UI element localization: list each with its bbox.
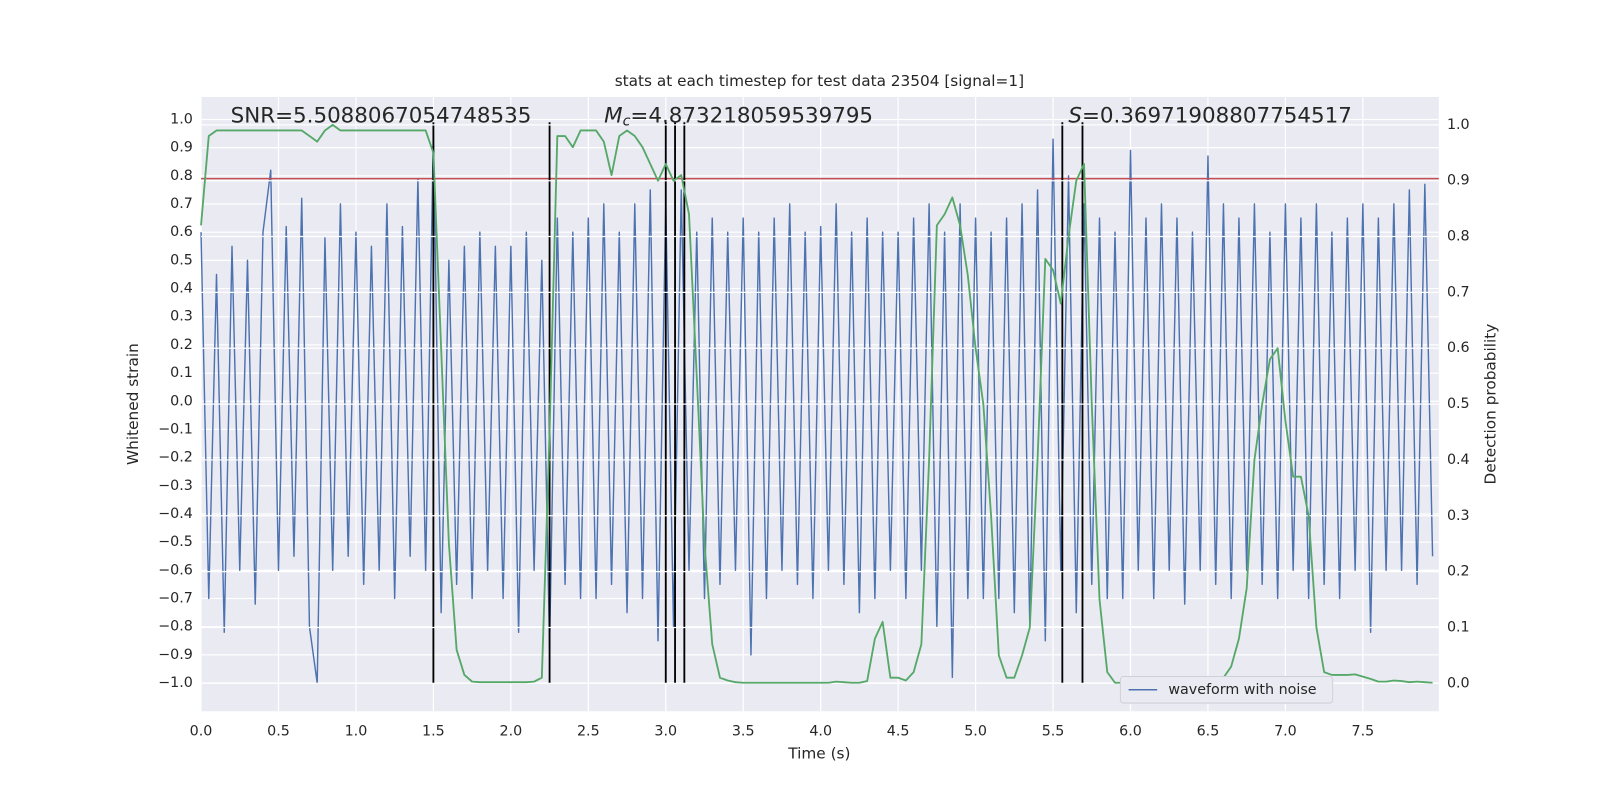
- y-tick-label: −0.2: [158, 450, 193, 466]
- x-tick-label: 2.5: [577, 724, 600, 740]
- y-tick-label: 0.3: [170, 309, 193, 325]
- y2-tick-label: 1.0: [1447, 117, 1470, 133]
- annotation-text: =4.873218059539795: [630, 103, 873, 128]
- x-tick-label: 3.5: [732, 724, 755, 740]
- annotation-text: SNR=5.5088067054748535: [231, 103, 532, 128]
- legend-box: [1119, 676, 1334, 704]
- legend-label: waveform with noise: [1168, 682, 1316, 698]
- y-tick-label: 0.8: [170, 168, 193, 184]
- y-tick-label: −0.6: [158, 562, 193, 578]
- y-tick-label: 0.2: [170, 337, 193, 353]
- y-tick-label: −1.0: [158, 675, 193, 691]
- x-tick-label: 0.5: [267, 724, 290, 740]
- y2-tick-label: 0.6: [1447, 340, 1470, 356]
- y2-tick-label: 0.0: [1447, 675, 1470, 691]
- annotation: Mc=4.873218059539795: [604, 103, 873, 129]
- y-tick-label: 0.1: [170, 365, 193, 381]
- y-tick-label: −0.9: [158, 647, 193, 663]
- chart-title: stats at each timestep for test data 235…: [615, 72, 1024, 90]
- x-tick-label: 1.0: [345, 724, 368, 740]
- y2-tick-label: 0.3: [1447, 508, 1470, 524]
- y2-tick-label: 0.7: [1447, 284, 1470, 300]
- annotation: S=0.36971908807754517: [1068, 103, 1351, 128]
- x-tick-label: 0.0: [190, 724, 213, 740]
- y-tick-label: −0.4: [158, 506, 193, 522]
- data-line: [200, 132, 1434, 684]
- y2-tick-label: 0.2: [1447, 564, 1470, 580]
- y2-tick-label: 0.5: [1447, 396, 1470, 412]
- annotation-symbol: S: [1068, 103, 1082, 128]
- annotation-subscript: c: [623, 113, 631, 129]
- x-tick-label: 3.0: [654, 724, 677, 740]
- y-tick-label: 0.4: [170, 281, 193, 297]
- y-axis-label: Whitened strain: [124, 343, 142, 465]
- y-tick-label: 0.0: [170, 393, 193, 409]
- x-tick-label: 4.5: [887, 724, 910, 740]
- y-tick-label: 0.5: [170, 252, 193, 268]
- annotation-text: =0.36971908807754517: [1082, 103, 1352, 128]
- x-tick-label: 6.5: [1197, 724, 1220, 740]
- y-tick-label: −0.3: [158, 478, 193, 494]
- x-tick-label: 5.5: [1042, 724, 1065, 740]
- x-axis-label: Time (s): [787, 745, 850, 763]
- y-tick-label: −0.5: [158, 534, 193, 550]
- x-tick-label: 7.5: [1352, 724, 1375, 740]
- x-tick-label: 6.0: [1119, 724, 1142, 740]
- x-tick-label: 4.0: [809, 724, 832, 740]
- data-line: [200, 123, 1433, 684]
- y-tick-label: 0.6: [170, 224, 193, 240]
- y-tick-label: −0.7: [158, 591, 193, 607]
- y2-tick-label: 0.1: [1447, 619, 1470, 635]
- y-tick-label: −0.8: [158, 619, 193, 635]
- x-tick-label: 7.0: [1274, 724, 1297, 740]
- y-tick-label: −0.1: [158, 421, 193, 437]
- x-tick-label: 1.5: [422, 724, 445, 740]
- y-tick-label: 0.7: [170, 196, 193, 212]
- annotation-symbol: M: [604, 103, 622, 128]
- x-tick-label: 5.0: [964, 724, 987, 740]
- x-tick-label: 2.0: [500, 724, 523, 740]
- y-tick-label: 1.0: [170, 111, 193, 127]
- y2-tick-label: 0.8: [1447, 229, 1470, 245]
- y2-tick-label: 0.4: [1447, 452, 1470, 468]
- y-tick-label: 0.9: [170, 140, 193, 156]
- y2-tick-label: 0.9: [1447, 173, 1470, 189]
- annotation: SNR=5.5088067054748535: [231, 103, 532, 128]
- y2-axis-label: Detection probability: [1481, 324, 1499, 485]
